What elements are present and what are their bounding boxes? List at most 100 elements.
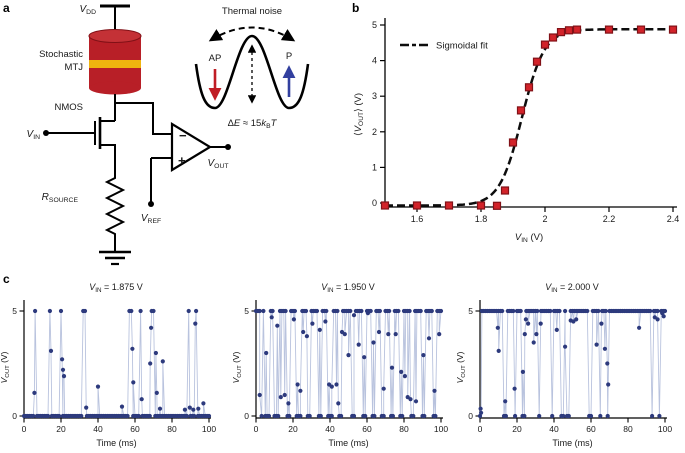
b-data-point — [444, 201, 454, 210]
b-ytick-label: 5 — [372, 20, 377, 30]
b-data-point — [636, 25, 646, 34]
c3-ytick-label: 0 — [468, 411, 473, 421]
c2-xtick-label: 0 — [254, 424, 259, 434]
c1-ytick-label: 0 — [12, 411, 17, 421]
mtj-gold-barrier — [89, 60, 141, 68]
c1-ytick-label: 5 — [12, 306, 17, 316]
mtj-label-line1: Stochastic — [39, 49, 83, 60]
c3-signal-line — [479, 309, 666, 417]
vout-terminal — [225, 144, 231, 150]
b-xtick-label: 2.2 — [603, 214, 616, 224]
nmos-label: NMOS — [55, 102, 84, 113]
c1-xtick-label: 80 — [167, 424, 177, 434]
c2-ytick-label: 5 — [244, 306, 249, 316]
c3-signal-dots — [477, 308, 668, 419]
b-data-point — [380, 201, 390, 210]
panel-c-chart-2: VIN = 1.950 V 0 20 40 60 80 100 0 5 Time (ms) VOUT… — [231, 282, 448, 448]
b-xtick-label: 1.6 — [411, 214, 424, 224]
c3-ylabel: VOUT (V) — [455, 351, 467, 383]
ap-state-label: AP — [209, 53, 222, 64]
vout-label: VOUT — [207, 158, 228, 170]
comparator-minus-wire — [115, 102, 172, 135]
b-xtick-label: 2 — [542, 214, 547, 224]
c3-xtick-label: 0 — [478, 424, 483, 434]
c1-xtick-label: 0 — [22, 424, 27, 434]
b-data-points — [380, 25, 678, 210]
resistor — [104, 172, 126, 252]
b-ytick-label: 0 — [372, 198, 377, 208]
double-well-curve — [194, 34, 310, 110]
b-data-point — [604, 25, 614, 34]
c2-xlabel: Time (ms) — [328, 438, 368, 448]
b-data-point — [508, 138, 518, 147]
vdd-label: VDD — [80, 4, 97, 16]
b-data-point — [476, 201, 486, 210]
b-ytick-label: 4 — [372, 56, 377, 66]
panel-letter-b: b — [352, 1, 360, 15]
thermal-noise-arrow — [208, 26, 296, 42]
c2-xtick-label: 80 — [399, 424, 409, 434]
b-legend: Sigmoidal fit — [400, 41, 488, 52]
b-xtick-label: 1.8 — [475, 214, 488, 224]
b-data-point — [492, 201, 502, 210]
b-data-point — [668, 25, 678, 34]
c2-title: VIN = 1.950 V — [321, 282, 375, 294]
c1-xtick-label: 20 — [56, 424, 66, 434]
c3-xtick-label: 20 — [512, 424, 522, 434]
b-data-point — [524, 83, 534, 92]
c2-xtick-label: 100 — [434, 424, 448, 434]
c3-xlabel: Time (ms) — [552, 438, 592, 448]
thermal-noise-title: Thermal noise — [222, 6, 282, 17]
c2-ytick-label: 0 — [244, 411, 249, 421]
b-data-point — [540, 40, 550, 49]
panel-b-chart: 1.6 1.8 2 2.2 2.4 0 1 2 3 4 5 VIN (V) ⟨VOUT⟩ (V) Sigm… — [353, 18, 679, 244]
b-data-point — [516, 106, 526, 115]
b-data-point — [564, 26, 574, 35]
b-data-point — [500, 186, 510, 195]
ground-symbol — [99, 250, 131, 266]
mtj-label-line2: MTJ — [65, 62, 84, 73]
c3-xtick-label: 40 — [549, 424, 559, 434]
mtj-top-face — [88, 29, 142, 43]
b-data-point — [548, 33, 558, 42]
c3-ytick-label: 5 — [468, 306, 473, 316]
b-axes: 1.6 1.8 2 2.2 2.4 0 1 2 3 4 5 — [372, 18, 679, 224]
b-ytick-label: 1 — [372, 162, 377, 172]
panel-c-chart-3: VIN = 2.000 V 0 20 40 60 80 100 0 5 Time (ms) VOUT… — [455, 282, 672, 448]
mtj-cylinder — [88, 29, 142, 95]
p-state-label: P — [286, 51, 292, 62]
b-ytick-label: 3 — [372, 91, 377, 101]
b-ytick-label: 2 — [372, 127, 377, 137]
c2-signal-line — [256, 310, 442, 417]
comparator-minus-sign: − — [179, 128, 187, 143]
c3-title: VIN = 2.000 V — [545, 282, 599, 294]
c2-ylabel: VOUT (V) — [231, 351, 243, 383]
c3-xtick-label: 80 — [623, 424, 633, 434]
b-sigmoid-fit-line — [385, 28, 673, 207]
c3-xtick-label: 100 — [658, 424, 672, 434]
c2-axes: 0 20 40 60 80 100 0 5 — [244, 300, 448, 434]
panel-c-chart-1: VIN = 1.875 V 0 20 40 60 80 100 0 5 Time (ms) VOUT… — [0, 282, 216, 448]
vin-terminal — [43, 130, 49, 136]
c2-xtick-label: 40 — [325, 424, 335, 434]
c1-xtick-label: 40 — [93, 424, 103, 434]
thermal-noise-inset: Thermal noise AP P ΔE ≈ 15kBT — [194, 6, 310, 130]
c2-xtick-label: 60 — [362, 424, 372, 434]
panel-letter-a: a — [3, 1, 10, 15]
b-data-point — [532, 57, 542, 66]
b-data-point — [556, 28, 566, 37]
b-legend-label: Sigmoidal fit — [436, 41, 488, 52]
b-data-point — [572, 25, 582, 34]
c1-signal-line — [24, 310, 209, 417]
b-xtick-label: 2.4 — [667, 214, 680, 224]
c1-signal-dots — [21, 308, 212, 419]
c1-ylabel: VOUT (V) — [0, 351, 11, 383]
c3-xtick-label: 60 — [586, 424, 596, 434]
rsource-label: RSOURCE — [42, 192, 79, 204]
c1-title: VIN = 1.875 V — [89, 282, 143, 294]
panel-letter-c: c — [3, 272, 10, 286]
c1-xlabel: Time (ms) — [96, 438, 136, 448]
comparator-plus-sign: + — [178, 153, 186, 168]
vref-terminal — [148, 201, 154, 207]
c2-signal-dots — [253, 308, 444, 419]
